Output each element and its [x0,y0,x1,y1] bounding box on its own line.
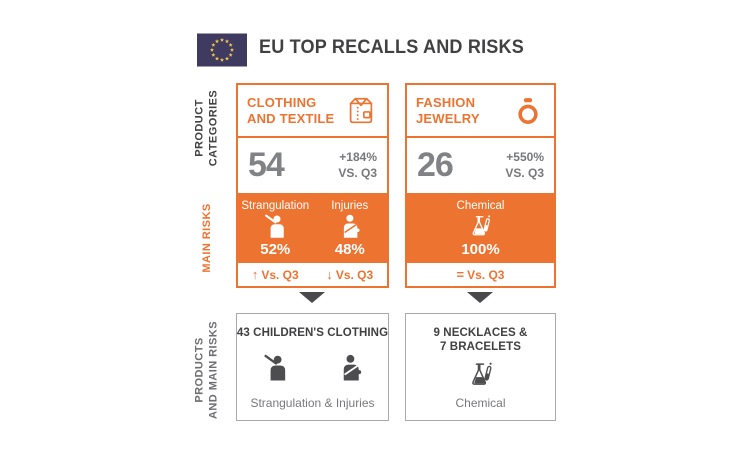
person-injury-icon [335,353,365,383]
product-card-necklaces-bracelets: 9 NECKLACES & 7 BRACELETS Chemical [405,313,556,421]
product-title: 9 NECKLACES & 7 BRACELETS [433,327,528,354]
flask-icon [467,213,494,240]
category-header: CLOTHING AND TEXTILE [238,85,387,138]
recall-count: 54 [248,146,285,184]
main-risks-panel: Chemical 100% [407,193,554,263]
main-risks-panel: Strangulation 52% Injuries 48% [238,193,387,263]
person-injury-icon [336,213,363,240]
trend-strip: ↑ Vs. Q3 ↓ Vs. Q3 [238,263,387,286]
equals-icon: = [456,267,465,282]
ring-icon [511,94,545,128]
product-risk-caption: Strangulation & Injuries [250,396,375,410]
flask-icon [466,360,496,390]
recall-change: +184% VS. Q3 [338,149,377,180]
trend-strangulation: ↑ Vs. Q3 [251,267,299,282]
person-strangulation-icon [261,353,291,383]
trend-chemical: = Vs. Q3 [456,267,505,282]
category-header: FASHION JEWELRY [407,85,554,138]
side-label-products-and-main-risks: PRODUCTS AND MAIN RISKS [193,321,220,419]
recall-count-row: 54 +184% VS. Q3 [238,138,387,193]
down-triangle-connector [467,292,493,303]
product-card-childrens-clothing: 43 CHILDREN'S CLOTHING Strangulation & I… [236,313,389,421]
category-card-fashion-jewelry: FASHION JEWELRY 26 +550% VS. Q3 Chemical… [405,83,556,288]
product-risk-caption: Chemical [455,396,506,410]
product-risk-icons [466,360,496,390]
trend-strip: = Vs. Q3 [407,263,554,286]
product-title: 43 CHILDREN'S CLOTHING [236,327,389,339]
risk-chemical: Chemical 100% [456,200,505,258]
eu-flag-icon [197,33,247,67]
recall-count: 26 [417,146,454,184]
trend-injuries: ↓ Vs. Q3 [326,267,374,282]
risk-injuries: Injuries 48% [331,200,369,258]
person-strangulation-icon [262,213,289,240]
side-label-main-risks: MAIN RISKS [200,203,213,273]
risk-strangulation: Strangulation 52% [241,200,310,258]
product-risk-icons [261,353,365,383]
recall-change: +550% VS. Q3 [505,149,544,180]
category-name: FASHION JEWELRY [416,95,480,126]
up-arrow-icon: ↑ [251,267,259,282]
down-triangle-connector [299,292,325,303]
category-card-clothing-textile: CLOTHING AND TEXTILE 54 +184% VS. Q3 Str… [236,83,389,288]
shirt-icon [344,94,378,128]
category-name: CLOTHING AND TEXTILE [247,95,335,126]
down-arrow-icon: ↓ [326,267,333,282]
recall-count-row: 26 +550% VS. Q3 [407,138,554,193]
side-label-product-categories: PRODUCT CATEGORIES [193,89,220,167]
page-title: EU TOP RECALLS AND RISKS [259,37,524,58]
